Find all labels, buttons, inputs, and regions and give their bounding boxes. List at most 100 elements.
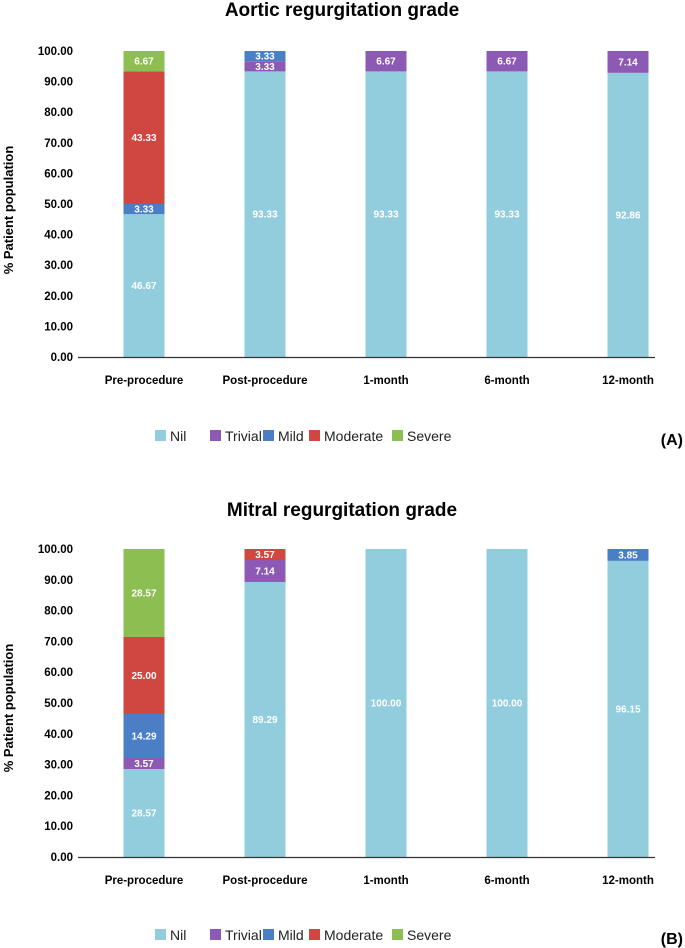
chart-title: Mitral regurgitation grade — [227, 500, 457, 521]
legend: Nil Trivial Mild Moderate Severe — [155, 428, 452, 444]
bar-segment-trivial — [365, 51, 407, 72]
data-label: 100.00 — [371, 699, 402, 710]
y-tick-label: 80.00 — [44, 606, 73, 618]
legend-label: Trivial — [225, 927, 262, 943]
y-tick-label: 60.00 — [44, 667, 73, 679]
y-tick-label: 10.00 — [44, 321, 73, 333]
y-tick-label: 90.00 — [44, 575, 73, 587]
legend-label: Trivial — [225, 428, 262, 444]
data-label: 6.67 — [134, 57, 154, 68]
y-axis-ticks: 0.00 10.00 20.00 30.00 40.00 50.00 60.00 70.00 8… — [38, 46, 73, 364]
legend-swatch-severe — [392, 430, 403, 441]
data-label: 7.14 — [255, 566, 275, 577]
y-tick-label: 20.00 — [44, 790, 73, 802]
data-label: 96.15 — [615, 704, 640, 715]
y-axis-ticks: 0.00 10.00 20.00 30.00 40.00 50.00 60.00 70.00 8… — [38, 544, 73, 864]
data-label: 28.57 — [131, 588, 156, 599]
data-label: 28.57 — [131, 809, 156, 820]
y-tick-label: 0.00 — [51, 852, 73, 864]
bar-segment-moderate — [123, 71, 165, 204]
y-tick-label: 40.00 — [44, 729, 73, 741]
x-tick-label: 6-month — [484, 375, 529, 387]
data-label: 89.29 — [252, 715, 277, 726]
legend-label: Mild — [278, 428, 304, 444]
x-tick-label: 12-month — [602, 375, 654, 387]
data-label: 93.33 — [252, 210, 277, 221]
bar-segment-severe — [123, 51, 165, 72]
bar-segment-moderate — [244, 549, 286, 560]
legend-label: Severe — [407, 428, 452, 444]
bar-segment-nil — [607, 72, 649, 358]
y-tick-label: 70.00 — [44, 138, 73, 150]
data-label: 92.86 — [615, 210, 640, 221]
data-label: 6.67 — [497, 57, 517, 68]
panel-tag: (B) — [661, 931, 683, 948]
bar-segment-nil — [244, 71, 286, 357]
bar-segment-nil — [123, 214, 165, 357]
legend-label: Nil — [170, 927, 186, 943]
x-tick-label: 12-month — [602, 875, 654, 887]
legend-swatch-mild — [263, 929, 274, 940]
bar-segment-nil — [607, 560, 649, 857]
y-tick-label: 30.00 — [44, 760, 73, 772]
y-tick-label: 70.00 — [44, 636, 73, 648]
y-tick-label: 90.00 — [44, 77, 73, 89]
bar-segment-trivial — [244, 559, 286, 582]
x-tick-label: 6-month — [484, 875, 529, 887]
legend: Nil Trivial Mild Moderate Severe — [155, 927, 452, 943]
chart-title: Aortic regurgitation grade — [225, 0, 459, 21]
bar-segment-mild — [244, 51, 286, 62]
legend-swatch-severe — [392, 929, 403, 940]
data-label: 3.57 — [134, 759, 154, 770]
bar-segment-mild — [123, 713, 165, 759]
legend-swatch-trivial — [210, 929, 221, 940]
data-label: 3.33 — [255, 52, 275, 63]
data-label: 93.33 — [373, 210, 398, 221]
bar-segment-nil — [486, 71, 528, 357]
data-label: 14.29 — [131, 732, 156, 743]
bar-segment-trivial — [244, 61, 286, 72]
data-label: 3.85 — [618, 550, 638, 561]
y-tick-label: 50.00 — [44, 698, 73, 710]
data-label: 3.33 — [255, 62, 275, 73]
x-axis-categories: Pre-procedure Post-procedure 1-month 6-mont… — [105, 375, 654, 387]
legend-label: Moderate — [324, 927, 383, 943]
data-label: 46.67 — [131, 281, 156, 292]
data-label: 3.33 — [134, 205, 154, 216]
bar-segment-nil — [365, 549, 407, 857]
legend-label: Nil — [170, 428, 186, 444]
bar-segment-nil — [244, 581, 286, 857]
y-tick-label: 100.00 — [38, 46, 73, 58]
x-tick-label: 1-month — [363, 875, 408, 887]
bars: 28.57 3.57 14.29 25.00 28.57 89.29 7.14 3.57 100… — [123, 549, 649, 857]
bar-segment-nil — [486, 549, 528, 857]
bar-segment-trivial — [486, 51, 528, 72]
y-tick-label: 80.00 — [44, 107, 73, 119]
bar-segment-trivial — [607, 51, 649, 73]
y-tick-label: 100.00 — [38, 544, 73, 556]
y-axis-label: % Patient population — [1, 146, 16, 275]
x-tick-label: Post-procedure — [223, 875, 308, 887]
legend-label: Moderate — [324, 428, 383, 444]
data-label: 7.14 — [618, 57, 638, 68]
bar-segment-mild — [123, 204, 165, 215]
legend-swatch-moderate — [309, 929, 320, 940]
x-axis-categories: Pre-procedure Post-procedure 1-month 6-mont… — [105, 875, 654, 887]
bars: 46.673.3343.336.6793.333.333.3393.336.67… — [123, 51, 649, 358]
bar-segment-moderate — [123, 636, 165, 714]
x-tick-label: Pre-procedure — [105, 875, 184, 887]
data-label: 100.00 — [492, 699, 523, 710]
bar-segment-trivial — [123, 758, 165, 770]
y-tick-label: 50.00 — [44, 199, 73, 211]
legend-swatch-trivial — [210, 430, 221, 441]
data-label: 25.00 — [131, 671, 156, 682]
bar-segment-severe — [123, 549, 165, 637]
legend-swatch-nil — [155, 430, 166, 441]
data-label: 93.33 — [494, 210, 519, 221]
bar-segment-nil — [365, 71, 407, 357]
y-tick-label: 40.00 — [44, 230, 73, 242]
bar-segment-nil — [123, 769, 165, 857]
data-label: 3.57 — [255, 550, 275, 561]
data-label: 6.67 — [376, 57, 396, 68]
